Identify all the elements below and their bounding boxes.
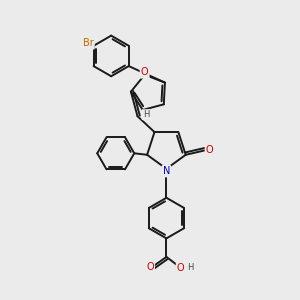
Text: Br: Br [83,38,94,48]
Text: O: O [177,263,184,273]
Text: O: O [206,145,213,155]
Text: H: H [187,263,194,272]
Text: O: O [141,68,148,77]
Text: H: H [143,110,149,119]
Text: O: O [146,262,154,272]
Text: N: N [163,166,170,176]
